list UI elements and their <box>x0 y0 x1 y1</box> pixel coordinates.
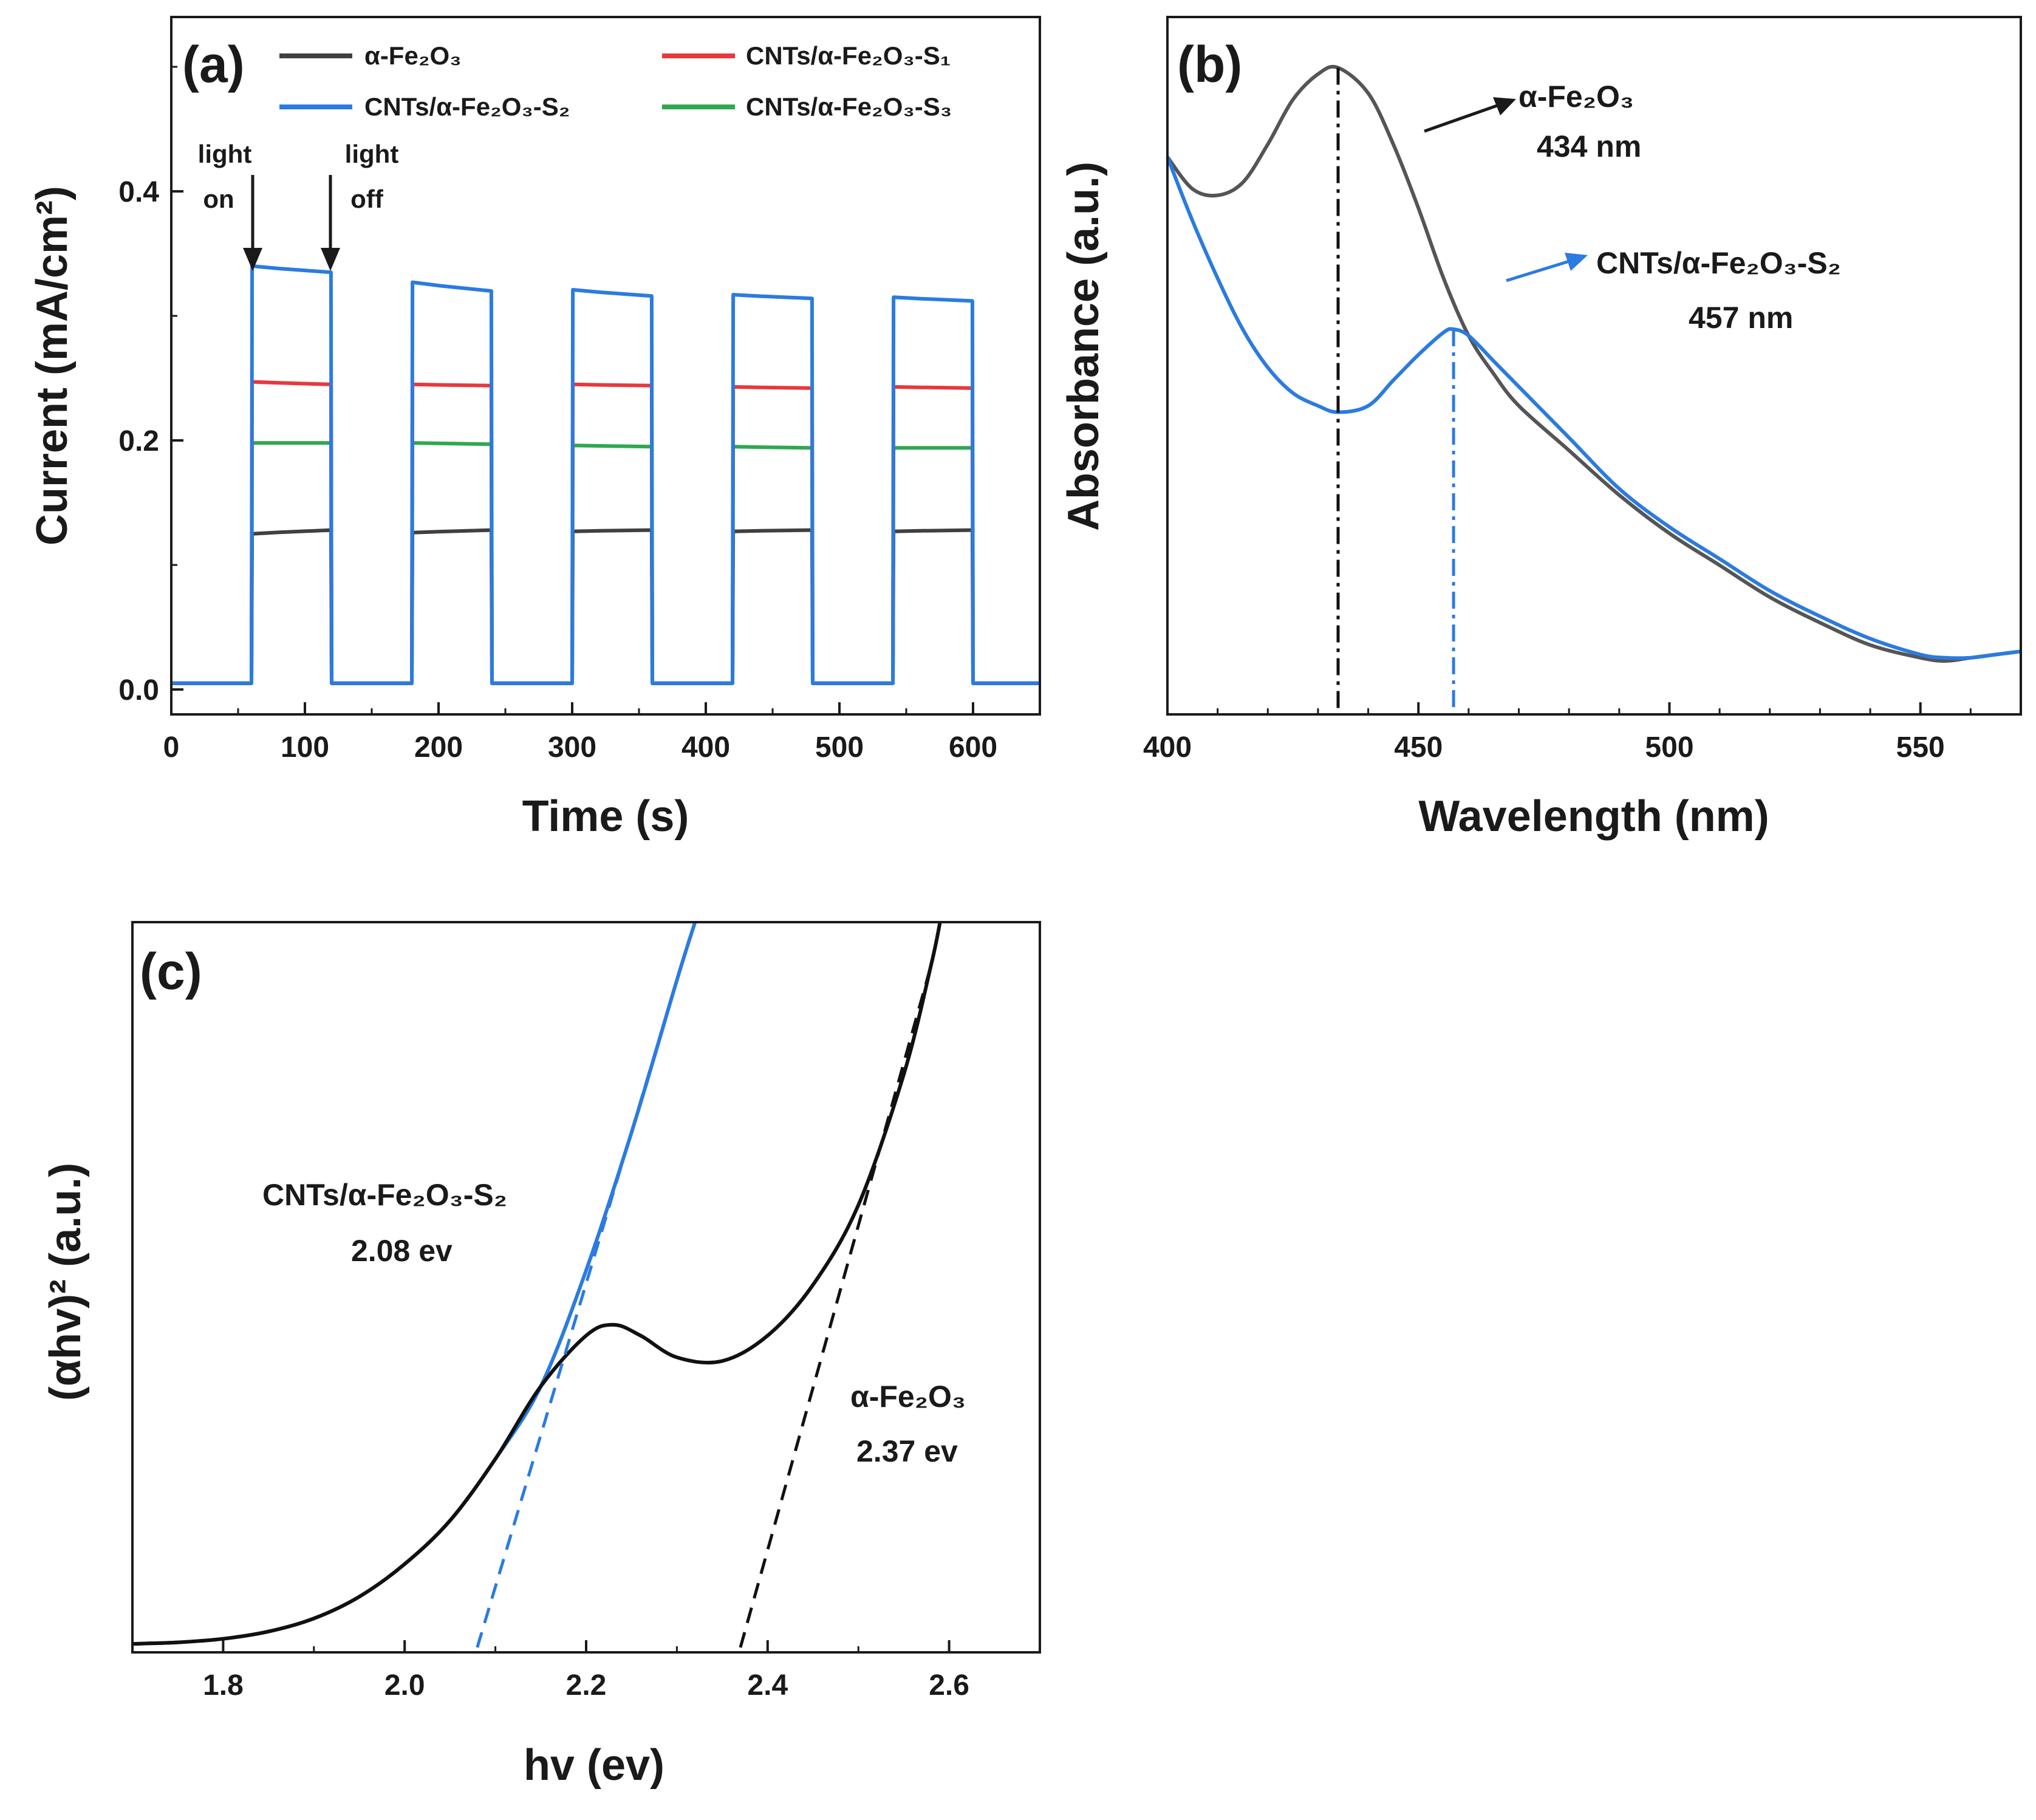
annotation-s2-arrow <box>1506 258 1574 282</box>
light-on-label-line1: light <box>198 140 252 168</box>
panel-b-ylabel: Absorbance (a.u.) <box>1059 162 1108 531</box>
panel-c-plot-area <box>132 922 942 1648</box>
annotation-s2-value: 457 nm <box>1689 301 1793 335</box>
light-on-arrowhead <box>243 248 262 271</box>
panel-b-ticks: 400 450 500 550 <box>1143 702 2022 764</box>
panel-a-label: (a) <box>182 36 245 93</box>
tangent-line-cnts-alpha-fe2o3-s2 <box>476 979 678 1648</box>
x-tick-label: 1.8 <box>203 1669 244 1702</box>
y-tick-label: 0.2 <box>118 425 159 457</box>
series-line-alpha-fe2o3 <box>171 528 1040 685</box>
y-tick-label: 0.4 <box>118 176 159 208</box>
panel-a: 0 100 200 300 400 500 600 0.0 0.2 0.4 (a) α-Fe₂O₃… <box>28 16 1041 841</box>
panel-b-annotations: α-Fe₂O₃ 434 nm CNTs/α-Fe₂O₃-S₂ 457 nm <box>1424 80 1841 335</box>
x-tick-label: 2.0 <box>384 1669 425 1702</box>
series-line-cnts-alpha-fe2o3-s3 <box>171 441 1040 685</box>
light-off-label-line1: light <box>345 140 399 168</box>
tangent-line-alpha-fe2o3 <box>739 965 933 1648</box>
annotation-s2-label: CNTs/α-Fe₂O₃-S₂ <box>1596 246 1841 280</box>
series-line-alpha-fe2o3 <box>132 922 942 1646</box>
panel-a-plot-area <box>171 264 1040 685</box>
x-tick-label: 300 <box>548 731 596 764</box>
legend-label-s2: CNTs/α-Fe₂O₃-S₂ <box>364 92 570 121</box>
series-line-cnts-alpha-fe2o3-s2 <box>171 264 1040 685</box>
x-tick-label: 2.6 <box>929 1669 969 1702</box>
x-tick-label: 600 <box>949 731 997 764</box>
annotation-alpha-fe2o3-arrow <box>1424 103 1501 133</box>
annotation-c-alpha-label: α-Fe₂O₃ <box>850 1380 966 1414</box>
panel-b-plot-area <box>1166 64 2021 714</box>
annotation-s2-arrowhead <box>1565 253 1588 271</box>
legend-label-s3: CNTs/α-Fe₂O₃-S₃ <box>746 92 952 121</box>
x-tick-label: 0 <box>163 731 180 764</box>
annotation-c-alpha-value: 2.37 ev <box>856 1434 958 1468</box>
panel-c-ylabel: (αhv)² (a.u.) <box>41 1163 90 1401</box>
panel-c-clipped-series <box>132 922 942 1648</box>
panel-b: 400 450 500 550 (b) α-Fe₂O₃ 434 nm CNTs/α-F… <box>1059 16 2022 841</box>
light-on-label-line2: on <box>203 185 234 213</box>
x-tick-label: 400 <box>1143 731 1192 764</box>
panel-c-ticks: 1.8 2.0 2.2 2.4 2.6 <box>131 1640 1041 1702</box>
series-line-cnts-alpha-fe2o3-s2 <box>132 922 697 1646</box>
annotation-c-s2-label: CNTs/α-Fe₂O₃-S₂ <box>262 1178 507 1212</box>
panel-a-legend: α-Fe₂O₃ CNTs/α-Fe₂O₃-S₁ CNTs/α-Fe₂O₃-S₂ … <box>279 41 952 121</box>
light-off-arrowhead <box>321 248 340 271</box>
x-tick-label: 450 <box>1394 731 1443 764</box>
panel-b-frame <box>1166 16 2022 716</box>
panel-c-frame <box>131 921 1041 1654</box>
panel-c-label: (c) <box>140 943 202 1000</box>
annotation-alpha-fe2o3-value: 434 nm <box>1537 129 1641 163</box>
panel-a-ylabel: Current (mA/cm²) <box>28 186 77 546</box>
annotation-alpha-fe2o3-arrowhead <box>1493 97 1516 115</box>
x-tick-label: 100 <box>281 731 329 764</box>
annotation-c-s2-value: 2.08 ev <box>351 1234 453 1268</box>
panel-b-xlabel: Wavelength (nm) <box>1418 792 1769 841</box>
panel-b-label: (b) <box>1177 36 1242 93</box>
annotation-alpha-fe2o3-label: α-Fe₂O₃ <box>1518 80 1634 114</box>
x-tick-label: 550 <box>1896 731 1945 764</box>
panel-a-xlabel: Time (s) <box>522 792 689 841</box>
x-tick-label: 400 <box>682 731 730 764</box>
x-tick-label: 2.4 <box>747 1669 788 1702</box>
panel-a-frame <box>170 16 1041 716</box>
panel-a-ticks: 0 100 200 300 400 500 600 0.0 0.2 0.4 <box>118 66 1041 764</box>
x-tick-label: 200 <box>414 731 463 764</box>
panel-c: 1.8 2.0 2.2 2.4 2.6 (c) CNTs/α-Fe₂O₃-S₂ 2.08… <box>41 921 1041 1790</box>
x-tick-label: 500 <box>815 731 864 764</box>
panel-a-light-annotations: light on light off <box>198 140 399 271</box>
light-off-label-line2: off <box>350 185 384 213</box>
x-tick-label: 2.2 <box>566 1669 607 1702</box>
x-tick-label: 500 <box>1645 731 1693 764</box>
series-line-cnts-alpha-fe2o3-s2 <box>1166 156 2021 660</box>
legend-label-alpha-fe2o3: α-Fe₂O₃ <box>364 41 462 70</box>
y-tick-label: 0.0 <box>118 674 159 706</box>
series-line-alpha-fe2o3 <box>1166 64 2021 663</box>
legend-label-s1: CNTs/α-Fe₂O₃-S₁ <box>746 41 951 70</box>
panel-c-xlabel: hv (ev) <box>524 1741 664 1790</box>
